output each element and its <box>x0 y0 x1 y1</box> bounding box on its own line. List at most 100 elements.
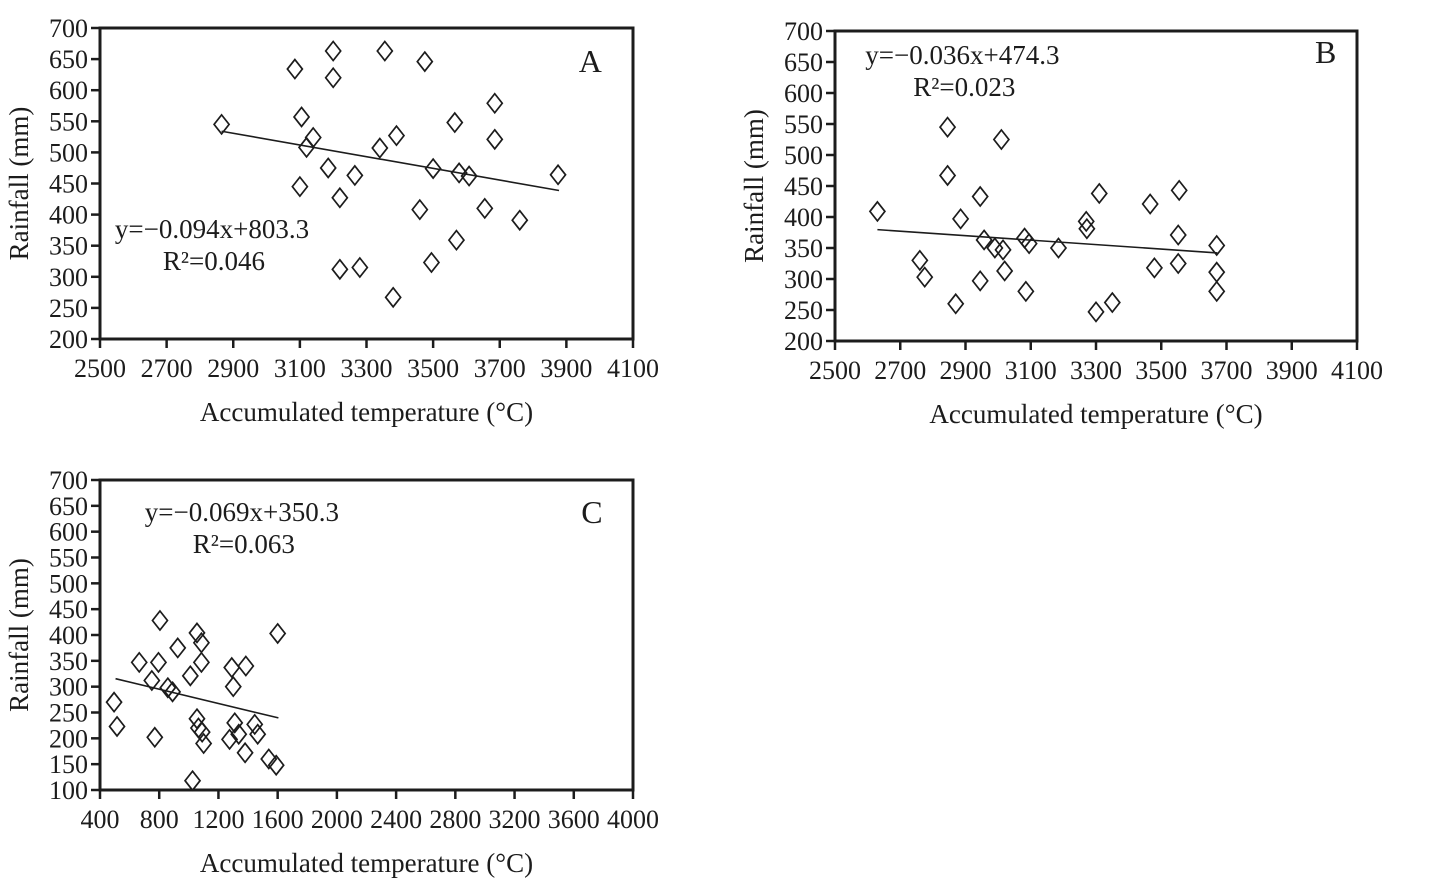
data-point-diamond <box>319 157 337 179</box>
x-tick-label: 2700 <box>141 354 193 383</box>
data-point-diamond <box>1169 252 1187 275</box>
data-point-diamond <box>188 622 206 644</box>
x-tick-label: 4100 <box>1331 356 1383 385</box>
data-point-diamond <box>169 637 187 659</box>
data-point-diamond <box>971 269 989 292</box>
y-tick-label: 550 <box>784 110 823 139</box>
data-point-diamond <box>1170 179 1188 202</box>
data-point-diamond <box>486 128 504 151</box>
data-point-diamond <box>996 260 1014 282</box>
x-tick-label: 3900 <box>1266 356 1318 385</box>
y-tick-label: 600 <box>49 518 88 547</box>
data-point-diamond <box>911 249 929 272</box>
x-tick-label: 4000 <box>607 805 659 834</box>
data-point-diamond <box>269 622 287 645</box>
x-axis-title: Accumulated temperature (°C) <box>200 397 533 427</box>
y-tick-label: 500 <box>49 138 88 167</box>
data-point-diamond <box>159 676 177 699</box>
data-point-diamond <box>220 728 239 751</box>
data-point-diamond <box>511 209 529 232</box>
x-tick-label: 800 <box>140 805 179 834</box>
data-point-diamond <box>149 651 168 674</box>
data-point-diamond <box>260 748 278 770</box>
y-tick-label: 400 <box>49 201 88 230</box>
data-point-diamond <box>1077 210 1095 233</box>
x-tick-label: 1200 <box>192 805 244 834</box>
data-point-diamond <box>938 164 957 187</box>
x-tick-label: 2900 <box>940 356 992 385</box>
y-tick-label: 650 <box>49 45 88 74</box>
data-point-diamond <box>1208 234 1226 257</box>
trend-line <box>877 228 1218 254</box>
data-point-diamond <box>938 116 957 138</box>
data-point-diamond <box>195 732 213 755</box>
y-tick-label: 550 <box>49 107 88 136</box>
y-tick-label: 700 <box>49 14 88 43</box>
y-tick-label: 350 <box>49 647 88 676</box>
x-tick-label: 2400 <box>370 805 422 834</box>
x-tick-label: 3600 <box>548 805 600 834</box>
data-point-diamond <box>947 292 965 315</box>
data-point-diamond <box>486 92 504 115</box>
data-point-diamond <box>1103 291 1121 314</box>
x-axis-title: Accumulated temperature (°C) <box>929 399 1262 429</box>
x-tick-label: 3300 <box>1070 356 1122 385</box>
scatter-plot-c: 400 800 1200 1600 2000 2400 2800 3200 3600 4000 10… <box>4 466 659 878</box>
x-tick-label: 3500 <box>407 354 459 383</box>
panel-letter: B <box>1315 34 1336 70</box>
data-point-diamond <box>183 769 202 792</box>
x-tick-label: 3100 <box>1005 356 1057 385</box>
data-point-diamond <box>224 675 242 698</box>
data-point-diamond <box>346 164 364 187</box>
data-point-diamond <box>108 715 126 738</box>
panel-letter: C <box>581 494 602 530</box>
r-squared-label: R²=0.046 <box>163 246 265 276</box>
trend-line <box>115 677 279 719</box>
y-tick-label: 500 <box>784 141 823 170</box>
x-tick-label: 3300 <box>341 354 393 383</box>
y-tick-label: 400 <box>49 621 88 650</box>
y-tick-label: 450 <box>49 170 88 199</box>
equation-label: y=−0.094x+803.3 <box>115 214 309 244</box>
data-point-diamond <box>291 175 309 198</box>
y-tick-label: 400 <box>784 203 823 232</box>
data-point-diamond <box>1015 227 1034 249</box>
data-point-diamond <box>1078 217 1096 240</box>
data-point-diamond <box>371 137 389 159</box>
data-point-diamond <box>193 721 211 744</box>
y-tick-label: 250 <box>49 294 88 323</box>
x-tick-label: 4100 <box>607 354 659 383</box>
x-tick-label: 2500 <box>74 354 126 383</box>
x-axis-title: Accumulated temperature (°C) <box>200 848 533 878</box>
r-squared-label: R²=0.063 <box>193 529 295 559</box>
scatter-plot-a: 2500 2700 2900 3100 3300 3500 3700 3900 4100 2002… <box>4 14 659 427</box>
data-point-diamond <box>450 162 468 184</box>
y-tick-label: 300 <box>784 265 823 294</box>
x-tick-label: 3700 <box>474 354 526 383</box>
equation-label: y=−0.069x+350.3 <box>145 497 339 527</box>
x-tick-label: 3100 <box>274 354 326 383</box>
y-axis-title: Rainfall (mm) <box>4 107 34 261</box>
x-tick-label: 3200 <box>489 805 541 834</box>
x-tick-label: 2000 <box>311 805 363 834</box>
data-point-diamond <box>916 266 934 289</box>
data-point-diamond <box>230 723 248 746</box>
data-point-diamond <box>1090 182 1108 205</box>
data-point-diamond <box>1208 280 1226 303</box>
y-tick-label: 200 <box>49 325 88 354</box>
x-tick-label: 2700 <box>874 356 926 385</box>
data-point-diamond <box>130 651 148 674</box>
data-point-diamond <box>246 713 264 736</box>
data-point-diamond <box>1049 237 1068 259</box>
data-point-diamond <box>286 58 304 80</box>
data-point-diamond <box>387 124 406 147</box>
y-tick-label: 250 <box>784 296 823 325</box>
data-point-diamond <box>1169 224 1187 246</box>
y-tick-label: 200 <box>784 327 823 356</box>
data-point-diamond <box>163 680 182 703</box>
data-point-diamond <box>424 157 442 180</box>
data-point-diamond <box>975 229 993 251</box>
y-axis-title: Rainfall (mm) <box>4 558 34 712</box>
data-point-diamond <box>331 186 349 209</box>
